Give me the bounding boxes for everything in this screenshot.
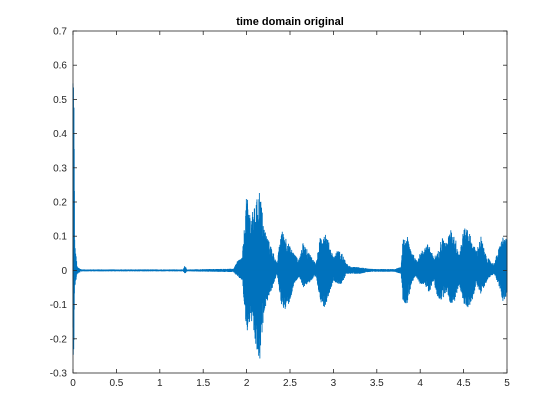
axis-ticks: 0 0.5 1 1.5 2 2.5 3 3.5 4 4.5 5 -0.3 -0.2 -0.1 0 0.1 0.2… xyxy=(50,27,510,390)
waveform-series xyxy=(72,83,508,359)
y-tick-label: 0.6 xyxy=(53,61,67,72)
y-tick-label: 0.5 xyxy=(53,95,67,106)
x-tick-label: 3 xyxy=(331,378,337,389)
plot-background xyxy=(73,31,507,373)
y-tick-label: -0.3 xyxy=(50,369,68,380)
y-tick-label: 0.3 xyxy=(53,163,67,174)
x-tick-label: 4.5 xyxy=(457,378,471,389)
plot-box xyxy=(72,30,508,374)
x-tick-label: 3.5 xyxy=(370,378,384,389)
chart-title: time domain original xyxy=(236,16,344,28)
x-tick-label: 4 xyxy=(417,378,423,389)
y-tick-label: 0.1 xyxy=(53,232,67,243)
x-tick-label: 1.5 xyxy=(196,378,210,389)
x-tick-label: 2 xyxy=(244,378,250,389)
y-tick-label: -0.2 xyxy=(50,334,68,345)
x-tick-label: 0 xyxy=(70,378,76,389)
y-tick-label: 0.4 xyxy=(53,129,67,140)
x-tick-label: 5 xyxy=(504,378,510,389)
x-tick-label: 0.5 xyxy=(109,378,123,389)
y-tick-label: 0 xyxy=(61,266,67,277)
y-tick-label: 0.7 xyxy=(53,27,67,38)
y-tick-label: 0.2 xyxy=(53,198,67,209)
x-tick-label: 1 xyxy=(157,378,163,389)
y-tick-label: -0.1 xyxy=(50,300,68,311)
x-tick-label: 2.5 xyxy=(283,378,297,389)
